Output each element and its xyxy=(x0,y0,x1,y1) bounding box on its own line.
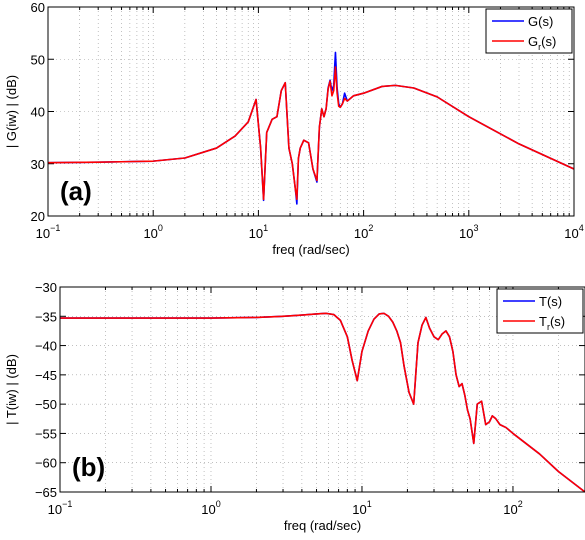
legend-entry: G(s) xyxy=(528,14,553,29)
legend: T(s) Tr(s) xyxy=(496,288,584,334)
x-tick-label: 101 xyxy=(352,499,371,517)
x-tick-label: 100 xyxy=(143,223,162,241)
y-tick-label: 60 xyxy=(31,0,45,15)
y-tick-label: −45 xyxy=(35,368,57,383)
y-axis-label: | G(iw) | (dB) xyxy=(4,75,19,148)
x-tick-label: 100 xyxy=(201,499,220,517)
panel-label: (b) xyxy=(72,452,105,482)
y-tick-label: 40 xyxy=(31,105,45,120)
x-tick-label: 10−1 xyxy=(48,499,73,517)
x-axis-label: freq (rad/sec) xyxy=(284,518,361,533)
legend-entry: Gr(s) xyxy=(528,34,556,52)
x-tick-label: 102 xyxy=(354,223,373,241)
x-tick-label: 103 xyxy=(459,223,478,241)
legend: G(s) Gr(s) xyxy=(485,8,573,54)
legend-entry: Tr(s) xyxy=(539,314,565,332)
y-tick-label: −40 xyxy=(35,339,57,354)
x-tick-label: 102 xyxy=(503,499,522,517)
panel-b: 10−1 100 101 102 −65 −60 −55 −50 −45 −40 −35 −30 fre… xyxy=(4,280,585,533)
series-line-trs xyxy=(60,312,585,493)
panel-a: 10−1 100 101 102 103 104 20 30 40 50 60 freq (rad/s… xyxy=(4,0,584,257)
x-tick-label: 104 xyxy=(564,223,583,241)
legend-box xyxy=(496,288,584,334)
y-tick-label: −55 xyxy=(35,426,57,441)
y-tick-label: −35 xyxy=(35,309,57,324)
axes-frame xyxy=(47,6,575,217)
x-tick-label: 10−1 xyxy=(36,223,61,241)
y-axis-label: | T(iw) | (dB) xyxy=(4,354,19,425)
y-tick-label: 30 xyxy=(31,157,45,172)
y-tick-label: −50 xyxy=(35,397,57,412)
legend-box xyxy=(485,8,573,54)
legend-entry: T(s) xyxy=(539,294,562,309)
y-tick-label: −60 xyxy=(35,456,57,471)
series-line-grs xyxy=(47,66,575,201)
y-tick-label: 20 xyxy=(31,209,45,224)
y-tick-label: −30 xyxy=(35,280,57,295)
x-axis-label: freq (rad/sec) xyxy=(272,242,349,257)
panel-label: (a) xyxy=(60,176,92,206)
y-tick-label: −65 xyxy=(35,485,57,500)
x-tick-label: 101 xyxy=(249,223,268,241)
y-tick-label: 50 xyxy=(31,52,45,67)
axes-frame xyxy=(59,286,585,493)
